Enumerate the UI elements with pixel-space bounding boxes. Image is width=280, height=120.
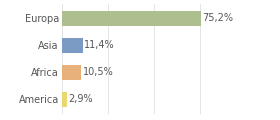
Text: 11,4%: 11,4% (84, 40, 115, 50)
Bar (62, 11, 200, 26)
Text: 2,9%: 2,9% (68, 94, 93, 104)
Bar (62, 92, 67, 107)
Bar (62, 38, 83, 53)
Text: 10,5%: 10,5% (83, 67, 113, 77)
Bar (62, 65, 81, 80)
Text: 75,2%: 75,2% (202, 13, 233, 23)
